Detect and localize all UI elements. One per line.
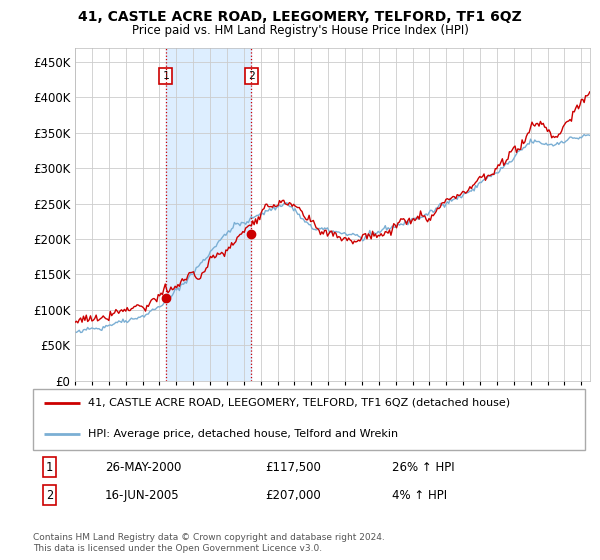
Bar	[166, 48, 251, 381]
Text: £117,500: £117,500	[265, 461, 321, 474]
Text: 26-MAY-2000: 26-MAY-2000	[105, 461, 181, 474]
Text: 1: 1	[46, 461, 53, 474]
Text: Contains HM Land Registry data © Crown copyright and database right 2024.
This d: Contains HM Land Registry data © Crown c…	[33, 533, 385, 553]
Text: 2: 2	[46, 489, 53, 502]
Text: £207,000: £207,000	[265, 489, 320, 502]
Text: 1: 1	[163, 71, 169, 81]
Text: 4% ↑ HPI: 4% ↑ HPI	[392, 489, 447, 502]
Text: HPI: Average price, detached house, Telford and Wrekin: HPI: Average price, detached house, Telf…	[88, 429, 398, 439]
FancyBboxPatch shape	[33, 389, 585, 450]
Text: 41, CASTLE ACRE ROAD, LEEGOMERY, TELFORD, TF1 6QZ (detached house): 41, CASTLE ACRE ROAD, LEEGOMERY, TELFORD…	[88, 398, 511, 408]
Text: 16-JUN-2005: 16-JUN-2005	[105, 489, 179, 502]
Text: Price paid vs. HM Land Registry's House Price Index (HPI): Price paid vs. HM Land Registry's House …	[131, 24, 469, 36]
Text: 41, CASTLE ACRE ROAD, LEEGOMERY, TELFORD, TF1 6QZ: 41, CASTLE ACRE ROAD, LEEGOMERY, TELFORD…	[78, 10, 522, 24]
Text: 26% ↑ HPI: 26% ↑ HPI	[392, 461, 454, 474]
Text: 2: 2	[248, 71, 255, 81]
